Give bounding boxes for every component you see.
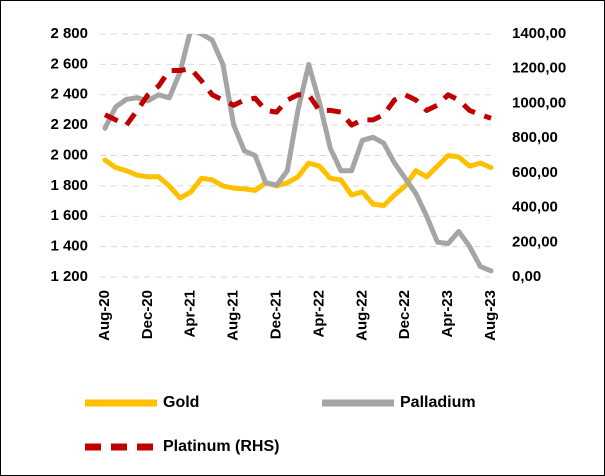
legend-label: Platinum (RHS) bbox=[163, 438, 279, 455]
y2-tick-label: 0,00 bbox=[512, 268, 541, 285]
y2-tick-label: 1400,00 bbox=[512, 25, 566, 42]
legend-label: Gold bbox=[163, 394, 199, 411]
x-tick-label: Aug-23 bbox=[482, 290, 499, 341]
y-tick-label: 1 600 bbox=[50, 207, 88, 224]
x-tick-label: Dec-20 bbox=[139, 290, 156, 339]
x-tick-label: Aug-21 bbox=[225, 290, 242, 341]
y2-tick-label: 1000,00 bbox=[512, 94, 566, 111]
y-tick-label: 1 200 bbox=[50, 268, 88, 285]
x-tick-label: Apr-23 bbox=[439, 290, 456, 338]
y-tick-label: 1 800 bbox=[50, 177, 88, 194]
x-tick-label: Apr-22 bbox=[310, 290, 327, 338]
x-tick-label: Apr-21 bbox=[182, 290, 199, 338]
y2-tick-label: 800,00 bbox=[512, 129, 558, 146]
y2-tick-label: 600,00 bbox=[512, 164, 558, 181]
x-tick-label: Aug-20 bbox=[96, 290, 113, 341]
x-tick-label: Dec-22 bbox=[396, 290, 413, 339]
series-line bbox=[103, 66, 492, 128]
y-tick-label: 2 800 bbox=[50, 25, 88, 42]
series-line bbox=[102, 34, 494, 274]
legend-label: Palladium bbox=[400, 394, 476, 411]
y-tick-label: 1 400 bbox=[50, 238, 88, 255]
x-tick-label: Dec-21 bbox=[268, 290, 285, 339]
series-line bbox=[102, 153, 494, 209]
y-tick-label: 2 600 bbox=[50, 55, 88, 72]
y2-tick-label: 200,00 bbox=[512, 233, 558, 250]
x-tick-label: Aug-22 bbox=[353, 290, 370, 341]
y-tick-label: 2 200 bbox=[50, 116, 88, 133]
y2-tick-label: 1200,00 bbox=[512, 60, 566, 77]
y2-tick-label: 400,00 bbox=[512, 199, 558, 216]
y-tick-label: 2 000 bbox=[50, 146, 88, 163]
y-tick-label: 2 400 bbox=[50, 86, 88, 103]
